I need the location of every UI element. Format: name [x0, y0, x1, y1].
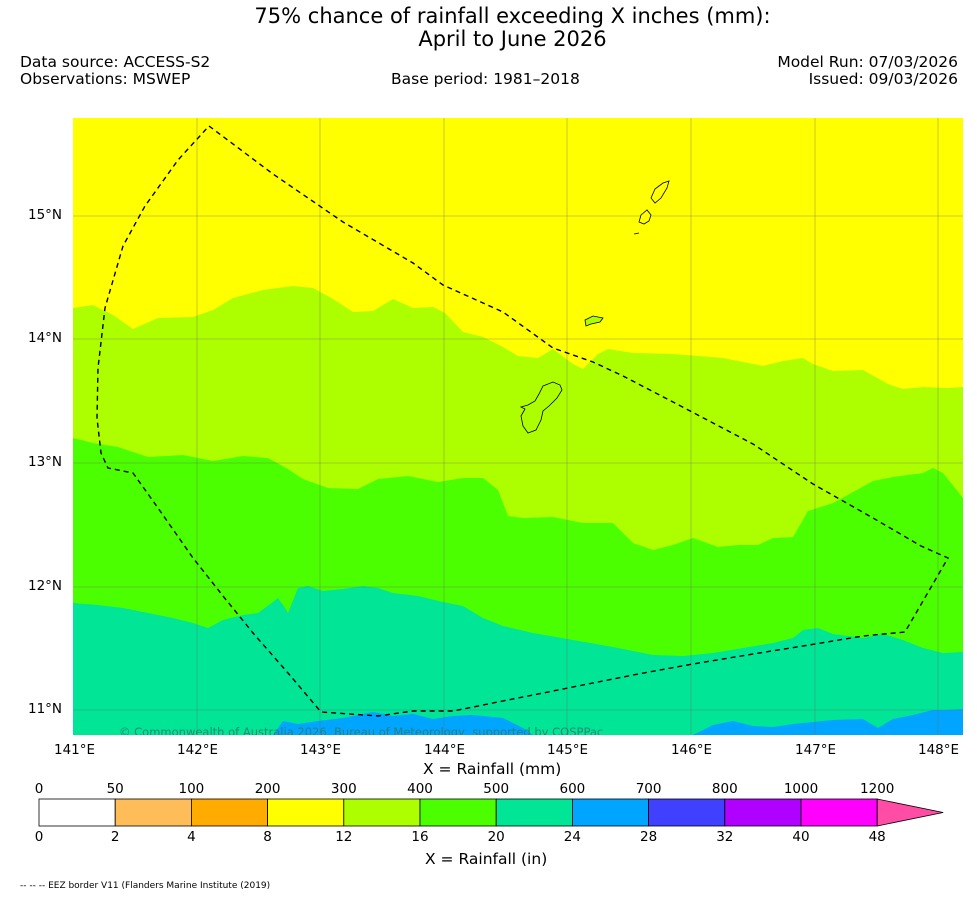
- lon-label-145e: 145°E: [547, 742, 589, 758]
- lon-label-143e: 143°E: [300, 742, 342, 758]
- colorbar-mm-tick: 800: [712, 781, 738, 797]
- lat-label-13n: 13°N: [28, 454, 63, 470]
- colorbar-segment: [495, 798, 573, 827]
- saipan-island: [650, 180, 670, 204]
- colorbar-mm-tick: 200: [255, 781, 281, 797]
- zone-500-600: [73, 586, 963, 735]
- lat-label-12n: 12°N: [28, 578, 63, 594]
- rainfall-map: © Commonwealth of Australia 2026, Bureau…: [73, 118, 963, 735]
- colorbar-mm-tick: 600: [560, 781, 586, 797]
- colorbar-mm-tick: 700: [636, 781, 662, 797]
- lon-label-147e: 147°E: [795, 742, 837, 758]
- colorbar-segment: [114, 798, 192, 827]
- rota-island: [584, 315, 604, 327]
- colorbar-mm-tick: 300: [331, 781, 357, 797]
- colorbar-segment: [724, 798, 802, 827]
- colorbar-in-tick: 24: [564, 829, 581, 845]
- model-run: Model Run: 07/03/2026: [777, 53, 958, 71]
- colorbar-mm-tick: 0: [35, 781, 44, 797]
- colorbar-in-tick: 8: [263, 829, 272, 845]
- colorbar-segment: [38, 798, 116, 827]
- colorbar-in-tick: 32: [716, 829, 733, 845]
- colorbar-segment: [800, 798, 878, 827]
- colorbar-mm-tick: 50: [107, 781, 124, 797]
- data-source: Data source: ACCESS-S2: [20, 53, 211, 71]
- colorbar-in-tick: 28: [640, 829, 657, 845]
- zone-600-700: [273, 712, 533, 735]
- colorbar-segment: [419, 798, 497, 827]
- colorbar-mm-tick: 1200: [860, 781, 894, 797]
- lat-label-11n: 11°N: [28, 701, 63, 717]
- colorbar-in-tick: 20: [488, 829, 505, 845]
- legend-in-label: X = Rainfall (in): [425, 850, 548, 868]
- copyright-notice: © Commonwealth of Australia 2026, Bureau…: [119, 725, 603, 735]
- tinian-island: [638, 209, 652, 225]
- colorbar-segment: [343, 798, 421, 827]
- colorbar-in-tick: 40: [792, 829, 809, 845]
- colorbar-mm-tick: 400: [407, 781, 433, 797]
- colorbar-in-tick: 0: [35, 829, 44, 845]
- base-period: Base period: 1981–2018: [391, 70, 580, 88]
- graticule: [73, 118, 963, 735]
- colorbar-in-tick: 4: [187, 829, 196, 845]
- eez-border: [96, 125, 949, 717]
- eez-border-note: -- -- -- EEZ border V11 (Flanders Marine…: [20, 881, 271, 891]
- colorbar-segment: [190, 798, 268, 827]
- colorbar-in-tick: 16: [411, 829, 428, 845]
- lon-label-148e: 148°E: [918, 742, 960, 758]
- colorbar-extend-arrow: [876, 798, 944, 827]
- lon-label-141e: 141°E: [54, 742, 96, 758]
- lon-label-144e: 144°E: [424, 742, 466, 758]
- colorbar-segment: [572, 798, 650, 827]
- colorbar-mm-tick: 500: [483, 781, 509, 797]
- colorbar-in-tick: 2: [111, 829, 120, 845]
- colorbar-in-tick: 12: [335, 829, 352, 845]
- zone-600-700: [693, 709, 963, 735]
- issued-date: Issued: 09/03/2026: [808, 70, 958, 88]
- map-title-line1: 75% chance of rainfall exceeding X inche…: [254, 4, 771, 28]
- lat-label-14n: 14°N: [28, 330, 63, 346]
- lon-label-142e: 142°E: [177, 742, 219, 758]
- colorbar-segment: [267, 798, 345, 827]
- colorbar-mm-tick: 100: [179, 781, 205, 797]
- colorbar-segment: [648, 798, 726, 827]
- lat-label-15n: 15°N: [28, 207, 63, 223]
- legend-mm-label: X = Rainfall (mm): [423, 760, 562, 778]
- colorbar-in-tick: 48: [869, 829, 886, 845]
- map-title-line2: April to June 2026: [418, 27, 607, 51]
- guam-island: [519, 381, 563, 434]
- colorbar-mm-tick: 1000: [784, 781, 818, 797]
- aguijan-islet: [633, 232, 640, 235]
- lon-label-146e: 146°E: [671, 742, 713, 758]
- observations: Observations: MSWEP: [20, 70, 191, 88]
